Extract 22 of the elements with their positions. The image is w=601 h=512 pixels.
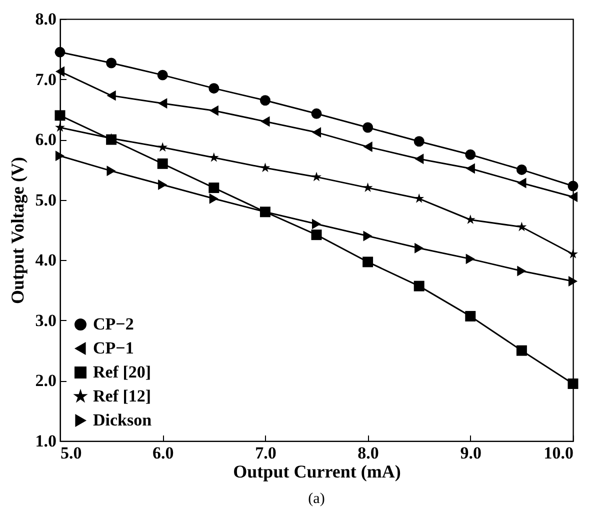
x-tick-label: 10.0 [544, 444, 574, 462]
legend-label: Ref [20] [93, 362, 152, 382]
y-axis-title: Output Voltage (V) [7, 156, 28, 304]
legend-label: Dickson [93, 410, 152, 430]
y-tick-label: 3.0 [35, 310, 56, 330]
x-axis-title: Output Current (mA) [233, 462, 401, 482]
y-tick-label: 7.0 [35, 70, 56, 89]
y-tick-label: 6.0 [35, 130, 56, 150]
x-tick-label: 5.0 [60, 444, 82, 462]
text: (a) [308, 491, 325, 507]
x-tick-label: 7.0 [255, 444, 276, 462]
legend-label: Ref [12] [93, 386, 152, 406]
y-tick-label: 5.0 [35, 190, 56, 210]
legend-label: CP−2 [93, 314, 134, 334]
y-tick-label: 8.0 [35, 10, 56, 28]
legend-label: CP−1 [93, 338, 134, 358]
y-tick-label: 2.0 [35, 371, 56, 390]
x-tick-label: 6.0 [152, 444, 174, 462]
y-tick-label: 4.0 [35, 250, 56, 270]
x-tick-label: 9.0 [460, 444, 482, 462]
y-tick-label: 1.0 [35, 432, 56, 450]
x-tick-label: 8.0 [358, 444, 379, 462]
